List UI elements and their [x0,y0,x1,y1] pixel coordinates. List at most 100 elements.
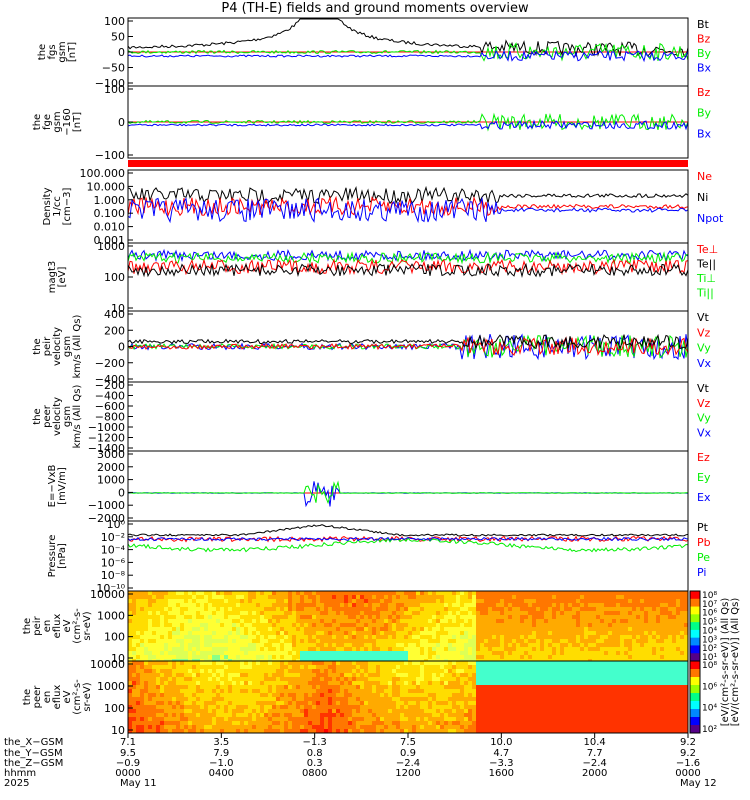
peer-eflux-cell [624,709,628,713]
peer-eflux-cell [272,701,276,705]
peir-eflux-cell [536,655,540,659]
peir-eflux-cell [540,623,544,627]
peer-eflux-cell [600,669,604,673]
peer-eflux-cell [264,725,268,729]
peir-eflux-cell [256,619,260,623]
peer-eflux-cell [468,697,472,701]
peir-eflux-cell [596,639,600,643]
peer-eflux-cell [604,725,608,729]
peer-eflux-cell [464,725,468,729]
peir-eflux-cell [592,623,596,627]
peir-eflux-cell [148,611,152,615]
peer-eflux-cell [224,729,228,733]
peir-eflux-cell [184,615,188,619]
peer-eflux-cell [168,721,172,725]
peir-eflux-cell [680,647,684,651]
peer-eflux-cell [140,673,144,677]
peer-eflux-cell [176,721,180,725]
peer-eflux-cell [268,689,272,693]
peer-eflux-cell [584,717,588,721]
peer-eflux-cell [348,721,352,725]
peer-eflux-cell [352,685,356,689]
peir-eflux-cell [348,607,352,611]
peir-eflux-cell [608,635,612,639]
peer-eflux-cell [528,705,532,709]
peir-eflux-cell [132,595,136,599]
peer-eflux-cell [272,689,276,693]
peer-eflux-cell [472,665,476,669]
peer-eflux-cell [592,705,596,709]
peer-eflux-cell [140,689,144,693]
peir-eflux-cell [548,623,552,627]
peir-eflux-cell [220,591,224,595]
peir-eflux-cell [448,619,452,623]
peir-eflux-cell [176,639,180,643]
peer-eflux-cell [168,669,172,673]
peir-eflux-cell [336,599,340,603]
peir-eflux-cell [680,655,684,659]
peir-eflux-cell [672,651,676,655]
peir-eflux-cell [284,623,288,627]
peer-eflux-cell [332,717,336,721]
peer-eflux-cell [276,665,280,669]
peer-eflux-cell [620,673,624,677]
peer-eflux-cell [396,669,400,673]
peir-eflux-cell [436,627,440,631]
peer-eflux-cell [280,729,284,733]
peer-eflux-cell [380,713,384,717]
peer-eflux-cell [324,713,328,717]
peir-eflux-cell [600,607,604,611]
peer-eflux-cell [500,729,504,733]
peir-eflux-cell [172,639,176,643]
peir-eflux-cell [500,591,504,595]
peir-eflux-cell [676,623,680,627]
peir-eflux-cell [452,615,456,619]
peer-eflux-cell [524,709,528,713]
peer-eflux-cell [280,685,284,689]
fgs-ytick-label: −50 [102,62,125,75]
peer-eflux-cell [504,705,508,709]
peer-eflux-cell [212,705,216,709]
peir-eflux-cell [160,635,164,639]
peer-eflux-cell [268,717,272,721]
peir-eflux-cell [200,615,204,619]
peer-eflux-cell [228,665,232,669]
peir-eflux-cell [668,647,672,651]
efield-ylabel: E=−VxB [47,465,58,508]
peer-eflux-cell [364,677,368,681]
pressure-legend-2: Pe [697,551,710,564]
peer-eflux-cell [212,681,216,685]
peer-eflux-cell [204,681,208,685]
fgs-ylabel: fgs [47,44,58,59]
peir-eflux-cell [656,615,660,619]
peer-eflux-cell [620,713,624,717]
peir-eflux-cell [532,635,536,639]
peer-eflux-cell [388,701,392,705]
peir-eflux-cell [232,591,236,595]
peer-eflux-cell [620,717,624,721]
peer-eflux-cell [460,661,464,665]
peir-eflux-cell [228,635,232,639]
peer-eflux-cell [424,677,428,681]
peer-eflux-cell [304,713,308,717]
peir-eflux-cell [392,603,396,607]
peer-eflux-cell [420,729,424,733]
peir-eflux-cell [228,607,232,611]
peir-eflux-cell [156,635,160,639]
peer-eflux-cell [452,701,456,705]
plot-title: P4 (TH-E) fields and ground moments over… [221,1,529,16]
peir-eflux-cell [676,635,680,639]
peer-eflux-cell [440,713,444,717]
peer-eflux-cell [312,677,316,681]
peir-eflux-cell [356,611,360,615]
peir-eflux-cell [188,607,192,611]
peir-eflux-cell [348,619,352,623]
peer-eflux-cell [292,701,296,705]
peir-eflux-cell [516,591,520,595]
peir-eflux-cell [192,623,196,627]
peir-eflux-cell [428,611,432,615]
peer-eflux-cell [316,717,320,721]
peer-eflux-cell [364,705,368,709]
peir-eflux-cell [616,607,620,611]
peer-eflux-cell [312,669,316,673]
